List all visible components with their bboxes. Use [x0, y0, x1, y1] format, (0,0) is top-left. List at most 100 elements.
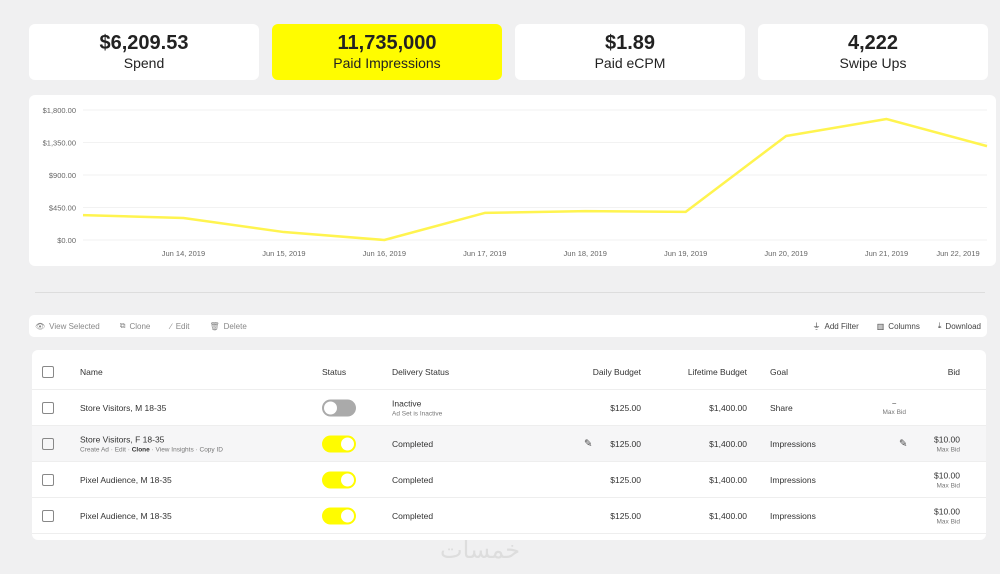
kpi-paid-ecpm[interactable]: $1.89 Paid eCPM [515, 24, 745, 80]
row-checkbox[interactable] [42, 437, 54, 450]
download-button[interactable]: ⤓ Download [938, 321, 981, 332]
status-toggle[interactable] [322, 471, 356, 488]
y-tick-label: $450.00 [49, 204, 76, 213]
header-status[interactable]: Status [322, 367, 347, 377]
series-line [82, 117, 988, 242]
x-tick-label: Jun 19, 2019 [664, 249, 707, 258]
header-daily-budget[interactable]: Daily Budget [592, 367, 641, 377]
kpi-label: Paid eCPM [594, 55, 666, 71]
header-delivery-status[interactable]: Delivery Status [392, 367, 450, 377]
row-action-link[interactable]: Create Ad [80, 446, 109, 453]
table-toolbar: 👁 View Selected ⧉ Clone ∕ Edit 🗑 Delete ⏚ Add… [29, 315, 987, 337]
filter-icon: ⏚ [812, 321, 821, 331]
bid-sub: Max Bid [936, 482, 960, 489]
row-checkbox[interactable] [42, 401, 54, 414]
clone-button[interactable]: ⧉ Clone [120, 321, 151, 331]
daily-budget: $125.00 [610, 510, 641, 521]
y-tick-label: $900.00 [49, 171, 76, 180]
kpi-value: $1.89 [604, 32, 656, 54]
delivery-cell: Completed [392, 439, 433, 449]
kpi-label: Swipe Ups [839, 55, 907, 71]
kpi-label: Spend [123, 55, 165, 71]
watermark-logo: خمسات [440, 536, 521, 564]
columns-button[interactable]: ▥ Columns [877, 321, 920, 332]
table-header: Name Status Delivery Status Daily Budget… [32, 355, 986, 390]
table-row[interactable]: Pixel Audience, M 18-35 Completed $125.0… [32, 498, 986, 534]
x-tick-label: Jun 21, 2019 [865, 249, 908, 258]
ad-set-name[interactable]: Pixel Audience, M 18-35 [80, 474, 172, 485]
edit-pencil-icon[interactable]: ✎ [899, 438, 908, 449]
trash-icon: 🗑 [209, 321, 220, 331]
ad-set-name[interactable]: Store Visitors, M 18-35 [80, 402, 167, 413]
lifetime-budget: $1,400.00 [709, 474, 747, 485]
select-all-checkbox[interactable] [42, 366, 54, 378]
status-toggle[interactable] [322, 399, 356, 416]
toggle-knob [324, 401, 337, 414]
name-cell: Pixel Audience, M 18-35 [80, 475, 172, 485]
table-row[interactable]: Store Visitors, M 18-35 Inactive Ad Set i… [32, 390, 986, 426]
row-action-link[interactable]: Copy ID [199, 446, 223, 453]
ad-sets-table: Name Status Delivery Status Daily Budget… [32, 350, 986, 540]
header-lifetime-budget[interactable]: Lifetime Budget [687, 367, 747, 377]
row-action-link[interactable]: Edit [114, 446, 126, 453]
bid-value: $10.00 [934, 506, 960, 516]
x-tick-label: Jun 22, 2019 [936, 249, 979, 258]
delivery-cell: Inactive Ad Set is Inactive [392, 398, 442, 417]
columns-label: Columns [888, 321, 920, 331]
delivery-status: Completed [392, 474, 434, 485]
bid-sub: Max Bid [936, 518, 960, 525]
ad-set-name[interactable]: Store Visitors, F 18-35 [80, 434, 165, 444]
kpi-value: 11,735,000 [337, 32, 437, 54]
goal: Impressions [770, 510, 816, 521]
table-row[interactable]: Pixel Audience, M 18-35 Completed $125.0… [32, 462, 986, 498]
download-label: Download [945, 321, 981, 331]
x-tick-label: Jun 20, 2019 [764, 249, 807, 258]
kpi-cards: $6,209.53 Spend 11,735,000 Paid Impression… [29, 24, 988, 80]
y-tick-label: $1,350.00 [43, 139, 76, 148]
view-selected-button[interactable]: 👁 View Selected [35, 322, 100, 331]
bid-value: $10.00 [934, 470, 960, 480]
columns-icon: ▥ [876, 321, 885, 331]
bid-sub: Max Bid [882, 408, 906, 416]
bid-cell: $10.00 Max Bid [934, 434, 960, 453]
row-action-link[interactable]: View Insights [155, 446, 194, 453]
bid-sub: Max Bid [936, 446, 960, 453]
header-name[interactable]: Name [80, 367, 103, 377]
row-action-link[interactable]: Clone [131, 446, 150, 453]
header-goal[interactable]: Goal [770, 367, 788, 377]
table-row[interactable]: Store Visitors, F 18-35 Create Ad · Edit … [32, 426, 986, 462]
header-bid[interactable]: Bid [947, 367, 960, 377]
lifetime-budget: $1,400.00 [709, 438, 747, 449]
clone-label: Clone [129, 321, 151, 331]
name-cell: Store Visitors, M 18-35 [80, 403, 166, 413]
kpi-paid-impressions[interactable]: 11,735,000 Paid Impressions [272, 24, 502, 80]
delivery-status: Inactive [392, 398, 422, 408]
delivery-status: Completed [392, 438, 434, 449]
divider [35, 292, 985, 293]
edit-label: Edit [175, 321, 190, 331]
status-toggle[interactable] [322, 435, 356, 452]
delete-button[interactable]: 🗑 Delete [209, 322, 246, 331]
ad-set-name[interactable]: Pixel Audience, M 18-35 [80, 510, 172, 521]
toggle-knob [341, 509, 354, 522]
download-icon: ⤓ [937, 321, 942, 330]
edit-button[interactable]: ∕ Edit [170, 322, 189, 331]
row-checkbox[interactable] [42, 473, 54, 486]
status-toggle[interactable] [322, 507, 356, 524]
edit-pencil-icon[interactable]: ✎ [584, 438, 593, 449]
kpi-swipe-ups[interactable]: 4,222 Swipe Ups [758, 24, 988, 80]
add-filter-button[interactable]: ⏚ Add Filter [813, 321, 859, 332]
bid-cell: – Max Bid [883, 400, 906, 416]
name-cell: Store Visitors, F 18-35 Create Ad · Edit … [80, 434, 223, 453]
delivery-status: Completed [392, 510, 434, 521]
copy-icon: ⧉ [119, 321, 126, 330]
bid-value: $10.00 [934, 434, 960, 444]
delete-label: Delete [223, 321, 247, 331]
bid-value: – [892, 399, 897, 407]
kpi-spend[interactable]: $6,209.53 Spend [29, 24, 259, 80]
row-checkbox[interactable] [42, 509, 54, 522]
bid-cell: $10.00 Max Bid [934, 506, 960, 525]
kpi-value: 4,222 [847, 32, 899, 54]
line-chart: $0.00 $450.00 $900.00 $1,350.00 $1,800.00 Jun… [29, 95, 996, 266]
bid-cell: $10.00 Max Bid [934, 470, 960, 489]
